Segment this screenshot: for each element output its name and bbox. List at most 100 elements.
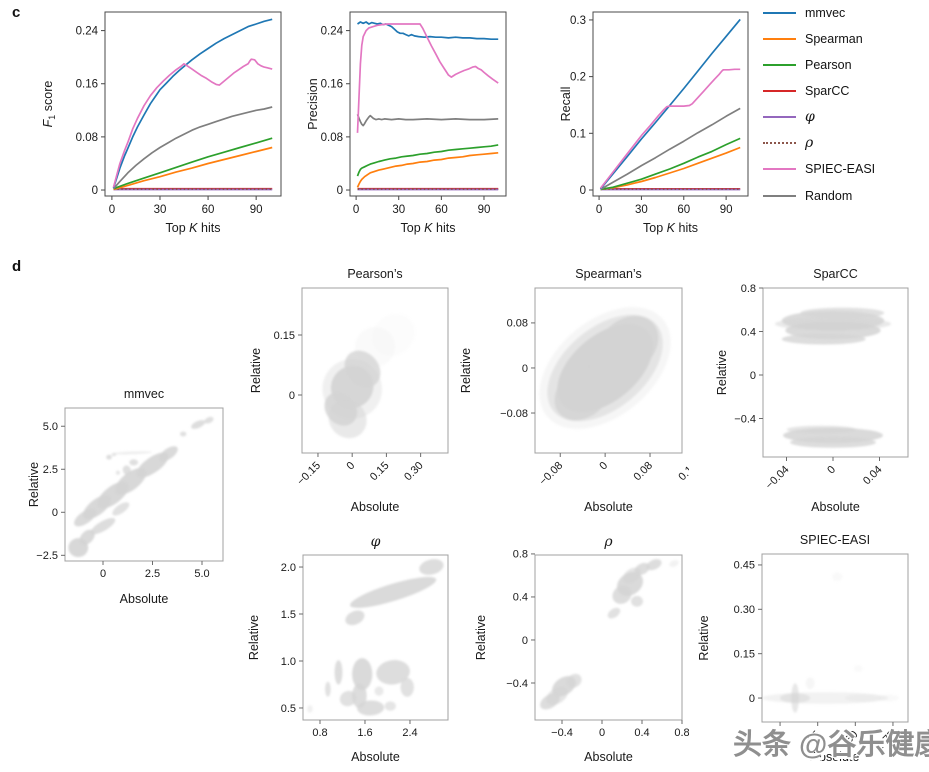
- plot-f1: 0 30 60 90 0 0.08 0.16 0.24 Top K hits F1 score: [41, 11, 282, 235]
- x-tick-label: −0.04: [763, 464, 791, 492]
- y-tick-label: −0.4: [734, 413, 756, 425]
- x-tick-label: −0.08: [537, 460, 565, 488]
- y-tick-label: 0.15: [274, 330, 295, 342]
- scatter-pearsons: −0.15 0 0.15 0.30 0 0.15 Pearson’s Absolute Rela…: [240, 262, 465, 524]
- plot-frame: [64, 407, 224, 562]
- density-blobs: [774, 307, 892, 448]
- plot-pearsons: −0.15 0 0.15 0.30 0 0.15 Pearson’s Absolute Rela…: [249, 267, 449, 514]
- plot-frame: [762, 287, 909, 458]
- legend-line-swatch: [763, 116, 796, 119]
- scatter-rho: −0.4 0 0.4 0.8 −0.4 0 0.4 0.8 ρ Absolute Relative: [455, 528, 690, 772]
- legend: mmvec Spearman Pearson SparCC φ ρ SPIEC-EASI Ra…: [763, 2, 928, 216]
- legend-label: mmvec: [805, 5, 846, 20]
- legend-line-swatch: [763, 168, 796, 171]
- legend-item-SPIEC-EASI: SPIEC-EASI: [763, 162, 875, 177]
- density-blobs: [68, 416, 214, 558]
- chart-f1-score: 0 30 60 90 0 0.08 0.16 0.24 Top K hits F1 score: [30, 0, 302, 248]
- y-tick-label: 0.8: [513, 549, 528, 561]
- plot-frame: [104, 11, 282, 197]
- x-tick-label: 90: [250, 204, 263, 216]
- x-axis-label: Absolute: [811, 750, 860, 764]
- plot-rho: −0.4 0 0.4 0.8 −0.4 0 0.4 0.8 ρ Absolute Relative: [474, 534, 690, 764]
- legend-label: ρ: [805, 135, 814, 152]
- x-tick-label: 0: [109, 204, 115, 216]
- density-blobs: [307, 559, 444, 716]
- line-SPIEC-EASI: [112, 58, 273, 188]
- y-tick-label: 2.5: [43, 464, 58, 476]
- y-tick-label: 0.1: [570, 128, 586, 140]
- line-Spearman: [113, 146, 273, 191]
- chart-title: φ: [371, 534, 381, 550]
- y-tick-label: 0: [749, 693, 755, 705]
- y-tick-label: 0.24: [321, 26, 344, 38]
- y-tick-label: 0.24: [76, 26, 99, 38]
- line-Random: [600, 107, 741, 191]
- y-tick-label: 0.30: [734, 604, 755, 616]
- x-tick-label: 0.15: [368, 460, 392, 484]
- line-Spearman: [356, 151, 499, 188]
- scatter-phi: 0.8 1.6 2.4 0.5 1.0 1.5 2.0 φ Absolute Relative: [240, 528, 465, 772]
- line-mmvec: [112, 18, 273, 189]
- y-axis-label: F1 score: [41, 81, 57, 128]
- chart-recall: 0 30 60 90 0 0.1 0.2 0.3 Top K hits Recall: [536, 0, 798, 248]
- legend-label: SPIEC-EASI: [805, 162, 876, 177]
- scatter-spiec-easi: 0 0.25 0.50 0.75 0 0.15 0.30 0.45 SPIEC-EASI Abso…: [688, 528, 929, 772]
- x-tick-label: 60: [677, 204, 690, 216]
- legend-item-Random: Random: [763, 188, 852, 203]
- density-blobs: [322, 313, 415, 439]
- x-tick-label: 2.4: [402, 727, 417, 739]
- y-axis-label: Relative: [459, 348, 473, 393]
- plot-frame: [534, 554, 683, 721]
- legend-line-swatch: [763, 142, 796, 145]
- y-tick-label: 0.3: [570, 15, 586, 27]
- x-tick-label: 60: [202, 204, 215, 216]
- chart-title: ρ: [603, 534, 613, 550]
- x-axis-label: Absolute: [584, 750, 633, 764]
- y-axis-label: Precision: [306, 78, 320, 129]
- plot-frame: [301, 287, 449, 454]
- panel-d-label: d: [12, 258, 22, 275]
- y-tick-label: 0: [522, 363, 528, 375]
- legend-line-swatch: [763, 89, 796, 92]
- y-tick-label: 0.5: [281, 703, 296, 715]
- y-tick-label: 0: [52, 507, 58, 519]
- plot-phi: 0.8 1.6 2.4 0.5 1.0 1.5 2.0 φ Absolute Relative: [247, 534, 449, 764]
- legend-line-swatch: [763, 37, 796, 40]
- line-mmvec: [357, 21, 499, 41]
- x-axis-label: Absolute: [120, 592, 169, 606]
- y-tick-label: 0: [289, 390, 295, 402]
- x-tick-label: 90: [478, 204, 491, 216]
- x-tick-label: 0: [344, 460, 357, 473]
- y-tick-label: 0.4: [513, 592, 528, 604]
- x-tick-label: 30: [392, 204, 405, 216]
- y-axis-label: Relative: [697, 615, 711, 660]
- y-tick-label: 0.08: [321, 132, 343, 144]
- y-tick-label: 0.15: [734, 648, 755, 660]
- plot-recall: 0 30 60 90 0 0.1 0.2 0.3 Top K hits Recall: [559, 11, 749, 235]
- y-tick-label: −0.4: [506, 678, 528, 690]
- legend-line-swatch: [763, 11, 796, 14]
- x-tick-label: 5.0: [194, 568, 209, 580]
- line-SPIEC-EASI: [356, 23, 499, 133]
- legend-item-Pearson: Pearson: [763, 57, 852, 72]
- y-tick-label: 0.2: [570, 72, 586, 84]
- x-tick-label: 30: [154, 204, 167, 216]
- x-tick-label: 30: [635, 204, 648, 216]
- y-tick-label: 0: [580, 185, 586, 197]
- plot-frame: [302, 554, 449, 721]
- x-axis-label: Top K hits: [166, 221, 221, 235]
- y-axis-label: Recall: [559, 87, 573, 122]
- plot-sparcc: −0.04 0 0.04 −0.4 0 0.4 0.8 SparCC Absolute Relat…: [715, 267, 909, 514]
- panel-c-label: c: [12, 4, 21, 21]
- y-tick-label: −2.5: [36, 550, 58, 562]
- x-tick-label: 2.5: [145, 568, 160, 580]
- plot-frame: [349, 11, 507, 197]
- line-mmvec: [599, 18, 741, 190]
- x-axis-label: Top K hits: [401, 221, 456, 235]
- legend-label: φ: [805, 109, 815, 126]
- plot-spiec-easi: 0 0.25 0.50 0.7500.150.300.45SPIEC-EASIAbso…: [697, 533, 909, 764]
- x-tick-label: 0.4: [634, 727, 649, 739]
- x-tick-label: 0.08: [632, 460, 656, 484]
- x-tick-label: −0.15: [295, 460, 323, 488]
